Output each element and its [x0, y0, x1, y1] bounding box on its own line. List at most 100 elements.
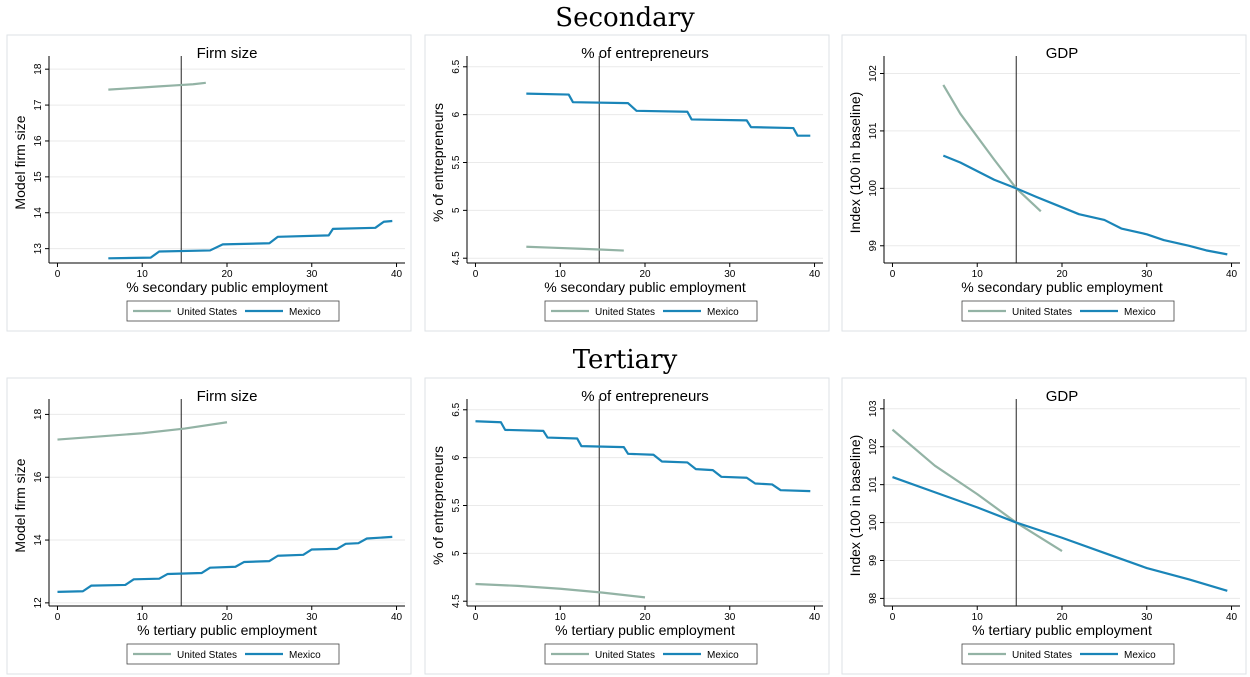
y-tick-label: 98 [868, 592, 879, 604]
x-tick-label: 20 [1056, 612, 1068, 623]
x-tick-label: 30 [306, 612, 318, 623]
x-axis-label: % secondary public employment [126, 279, 328, 295]
legend-label: United States [595, 307, 655, 318]
y-tick-label: 6.5 [451, 402, 462, 416]
y-tick-label: 4.5 [451, 251, 462, 265]
x-tick-label: 20 [1056, 269, 1068, 280]
y-tick-label: 14 [33, 207, 44, 219]
y-tick-label: 5.5 [451, 155, 462, 169]
y-tick-label: 103 [868, 400, 879, 417]
x-tick-label: 10 [555, 269, 567, 280]
y-tick-label: 99 [868, 240, 879, 252]
section-title: Secondary [555, 3, 695, 33]
y-tick-label: 5 [451, 207, 462, 213]
x-tick-label: 0 [55, 269, 61, 280]
y-axis-label: % of entrepreneurs [430, 446, 446, 565]
x-tick-label: 30 [724, 612, 736, 623]
panel-frame [841, 34, 1247, 332]
y-tick-label: 5.5 [451, 498, 462, 512]
y-tick-label: 6 [451, 454, 462, 460]
series-line [108, 219, 393, 260]
legend-label: Mexico [707, 650, 739, 661]
legend-box [961, 300, 1175, 322]
x-tick-label: 40 [391, 269, 403, 280]
x-tick-label: 20 [639, 269, 651, 280]
x-tick-label: 0 [890, 269, 896, 280]
legend-label: United States [1012, 307, 1072, 318]
y-axis-label: Index (100 in baseline) [847, 435, 863, 577]
y-tick-label: 100 [868, 514, 879, 531]
section-title: Tertiary [573, 345, 678, 375]
x-tick-label: 10 [137, 269, 149, 280]
legend-label: Mexico [289, 307, 321, 318]
y-tick-label: 6 [451, 111, 462, 117]
chart-title: Firm size [197, 388, 258, 405]
x-tick-label: 0 [473, 612, 479, 623]
x-tick-label: 10 [972, 269, 984, 280]
legend-box [544, 300, 758, 322]
chart-title: GDP [1046, 388, 1079, 405]
series-line [526, 245, 624, 252]
x-tick-label: 40 [1226, 269, 1238, 280]
legend-label: United States [177, 307, 237, 318]
panel-frame [6, 377, 412, 675]
y-tick-label: 18 [33, 63, 44, 75]
x-tick-label: 0 [473, 269, 479, 280]
x-axis-label: % tertiary public employment [137, 622, 317, 638]
legend-box [961, 643, 1175, 665]
x-axis-label: % secondary public employment [544, 279, 746, 295]
chart-title: GDP [1046, 45, 1079, 62]
x-tick-label: 40 [1226, 612, 1238, 623]
legend-box [544, 643, 758, 665]
y-tick-label: 17 [33, 99, 44, 111]
panel-frame [6, 34, 412, 332]
x-tick-label: 20 [639, 612, 651, 623]
panel-frame [841, 377, 1247, 675]
series-line [475, 582, 646, 599]
legend-label: Mexico [1124, 307, 1156, 318]
x-axis-label: % tertiary public employment [555, 622, 735, 638]
x-tick-label: 10 [972, 612, 984, 623]
x-axis-label: % secondary public employment [961, 279, 1163, 295]
y-tick-label: 6.5 [451, 59, 462, 73]
legend-label: Mexico [707, 307, 739, 318]
panel-frame [424, 377, 830, 675]
series-line [891, 428, 1063, 552]
x-tick-label: 0 [55, 612, 61, 623]
x-tick-label: 20 [221, 269, 233, 280]
series-line [942, 84, 1042, 213]
chart-title: % of entrepreneurs [581, 388, 709, 405]
x-tick-label: 30 [1141, 269, 1153, 280]
legend-label: United States [595, 650, 655, 661]
x-tick-label: 10 [555, 612, 567, 623]
x-tick-label: 20 [221, 612, 233, 623]
series-line [892, 476, 1228, 592]
chart-title: Firm size [197, 45, 258, 62]
chart-title: % of entrepreneurs [581, 45, 709, 62]
y-axis-label: % of entrepreneurs [430, 103, 446, 222]
series-line [942, 154, 1228, 256]
y-tick-label: 101 [868, 122, 879, 139]
x-tick-label: 40 [809, 269, 821, 280]
legend-label: United States [1012, 650, 1072, 661]
x-tick-label: 40 [391, 612, 403, 623]
series-line [475, 420, 811, 493]
y-tick-label: 14 [33, 534, 44, 546]
y-tick-label: 102 [868, 438, 879, 455]
y-axis-label: Index (100 in baseline) [847, 92, 863, 234]
y-tick-label: 100 [868, 180, 879, 197]
x-tick-label: 40 [809, 612, 821, 623]
x-axis-label: % tertiary public employment [972, 622, 1152, 638]
legend-label: United States [177, 650, 237, 661]
x-tick-label: 30 [724, 269, 736, 280]
series-line [526, 92, 811, 137]
y-tick-label: 15 [33, 171, 44, 183]
y-axis-label: Model firm size [12, 115, 28, 209]
series-line [108, 81, 206, 91]
legend-label: Mexico [289, 650, 321, 661]
series-line [57, 535, 393, 593]
x-tick-label: 30 [1141, 612, 1153, 623]
legend-box [126, 643, 340, 665]
y-tick-label: 16 [33, 135, 44, 147]
